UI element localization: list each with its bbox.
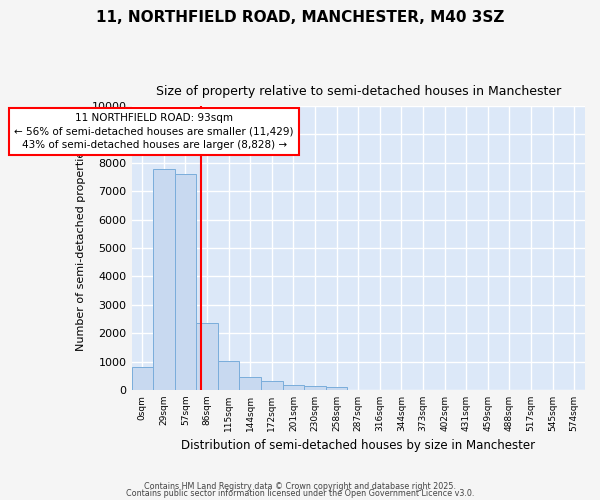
Bar bbox=[261, 382, 283, 390]
Text: 11, NORTHFIELD ROAD, MANCHESTER, M40 3SZ: 11, NORTHFIELD ROAD, MANCHESTER, M40 3SZ bbox=[96, 10, 504, 25]
Text: Contains public sector information licensed under the Open Government Licence v3: Contains public sector information licen… bbox=[126, 490, 474, 498]
Bar bbox=[304, 386, 326, 390]
X-axis label: Distribution of semi-detached houses by size in Manchester: Distribution of semi-detached houses by … bbox=[181, 440, 535, 452]
Bar bbox=[175, 174, 196, 390]
Bar bbox=[131, 366, 153, 390]
Bar bbox=[283, 386, 304, 390]
Bar bbox=[196, 323, 218, 390]
Text: 11 NORTHFIELD ROAD: 93sqm
← 56% of semi-detached houses are smaller (11,429)
43%: 11 NORTHFIELD ROAD: 93sqm ← 56% of semi-… bbox=[14, 113, 294, 150]
Y-axis label: Number of semi-detached properties: Number of semi-detached properties bbox=[76, 145, 86, 351]
Bar bbox=[239, 377, 261, 390]
Bar bbox=[326, 386, 347, 390]
Text: Contains HM Land Registry data © Crown copyright and database right 2025.: Contains HM Land Registry data © Crown c… bbox=[144, 482, 456, 491]
Bar bbox=[218, 361, 239, 390]
Title: Size of property relative to semi-detached houses in Manchester: Size of property relative to semi-detach… bbox=[155, 85, 561, 98]
Bar bbox=[153, 169, 175, 390]
